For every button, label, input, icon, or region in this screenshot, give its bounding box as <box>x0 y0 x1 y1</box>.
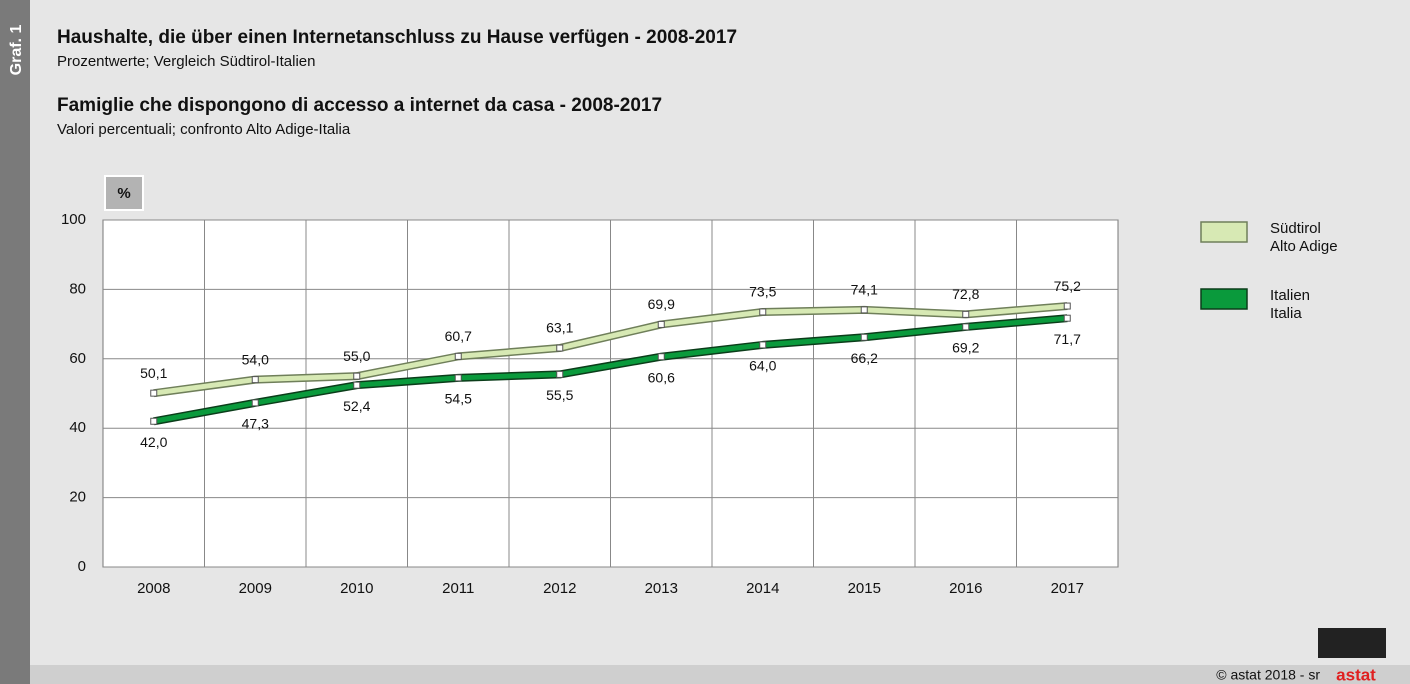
point <box>860 306 868 314</box>
point <box>556 344 564 352</box>
x-tick-label: 2009 <box>239 580 272 597</box>
point <box>1063 314 1071 322</box>
y-tick-label: 100 <box>61 211 86 228</box>
data-label: 72,8 <box>952 286 979 302</box>
x-tick-label: 2013 <box>645 580 678 597</box>
data-label: 69,2 <box>952 340 979 356</box>
data-label: 50,1 <box>140 365 167 381</box>
y-tick-label: 60 <box>69 350 86 367</box>
point <box>353 372 361 380</box>
y-unit: % <box>117 185 130 202</box>
point <box>251 399 259 407</box>
point <box>556 370 564 378</box>
legend-label: Südtirol Alto Adige <box>1270 220 1338 255</box>
data-label: 73,5 <box>749 284 776 300</box>
data-label: 60,6 <box>648 369 675 385</box>
logo-map <box>1318 628 1386 658</box>
y-tick-label: 40 <box>69 419 86 436</box>
x-tick-label: 2010 <box>340 580 373 597</box>
data-label: 63,1 <box>546 320 573 336</box>
point <box>454 374 462 382</box>
point <box>251 376 259 384</box>
legend-swatch <box>1200 288 1248 310</box>
chart-title-2: Famiglie che dispongono di accesso a int… <box>57 95 662 116</box>
y-tick-label: 20 <box>69 489 86 506</box>
line <box>153 315 1068 424</box>
data-label: 42,0 <box>140 434 167 450</box>
point <box>759 308 767 316</box>
data-label: 52,4 <box>343 398 370 414</box>
x-tick-label: 2008 <box>137 580 170 597</box>
data-label: 54,0 <box>242 351 269 367</box>
logo: astat <box>1336 665 1376 684</box>
x-tick-label: 2011 <box>442 580 474 597</box>
point <box>454 352 462 360</box>
point <box>962 323 970 331</box>
data-label: 55,0 <box>343 348 370 364</box>
data-label: 66,2 <box>851 350 878 366</box>
chart-title: Haushalte, die über einen Internetanschl… <box>57 27 737 48</box>
data-label: 74,1 <box>851 282 878 298</box>
x-tick-label: 2014 <box>746 580 779 597</box>
point <box>657 320 665 328</box>
data-label: 54,5 <box>445 391 472 407</box>
line <box>153 303 1068 396</box>
x-tick-label: 2015 <box>848 580 881 597</box>
point <box>962 310 970 318</box>
unit-box <box>104 175 144 211</box>
point <box>1063 302 1071 310</box>
footer: © astat 2018 - sr <box>1216 667 1320 683</box>
data-label: 47,3 <box>242 416 269 432</box>
legend-swatch <box>1200 221 1248 243</box>
x-tick-label: 2017 <box>1051 580 1084 597</box>
legend-label: Italien Italia <box>1270 287 1311 322</box>
point <box>657 353 665 361</box>
data-label: 64,0 <box>749 358 776 374</box>
point <box>353 381 361 389</box>
footer-bar <box>30 665 1410 684</box>
x-tick-label: 2016 <box>949 580 982 597</box>
data-label: 55,5 <box>546 387 573 403</box>
data-label: 69,9 <box>648 296 675 312</box>
point <box>759 341 767 349</box>
point <box>860 333 868 341</box>
point <box>150 417 158 425</box>
x-tick-label: 2012 <box>543 580 576 597</box>
side-band <box>0 0 30 684</box>
data-label: 71,7 <box>1054 331 1081 347</box>
data-label: 60,7 <box>445 328 472 344</box>
chart-subtitle: Prozentwerte; Vergleich Südtirol-Italien <box>57 53 315 70</box>
y-tick-label: 80 <box>69 280 86 297</box>
point <box>150 389 158 397</box>
graph-label: Graf. 1 <box>8 25 25 76</box>
data-label: 75,2 <box>1054 278 1081 294</box>
chart-subtitle-2: Valori percentuali; confronto Alto Adige… <box>57 121 351 138</box>
y-tick-label: 0 <box>78 558 86 575</box>
